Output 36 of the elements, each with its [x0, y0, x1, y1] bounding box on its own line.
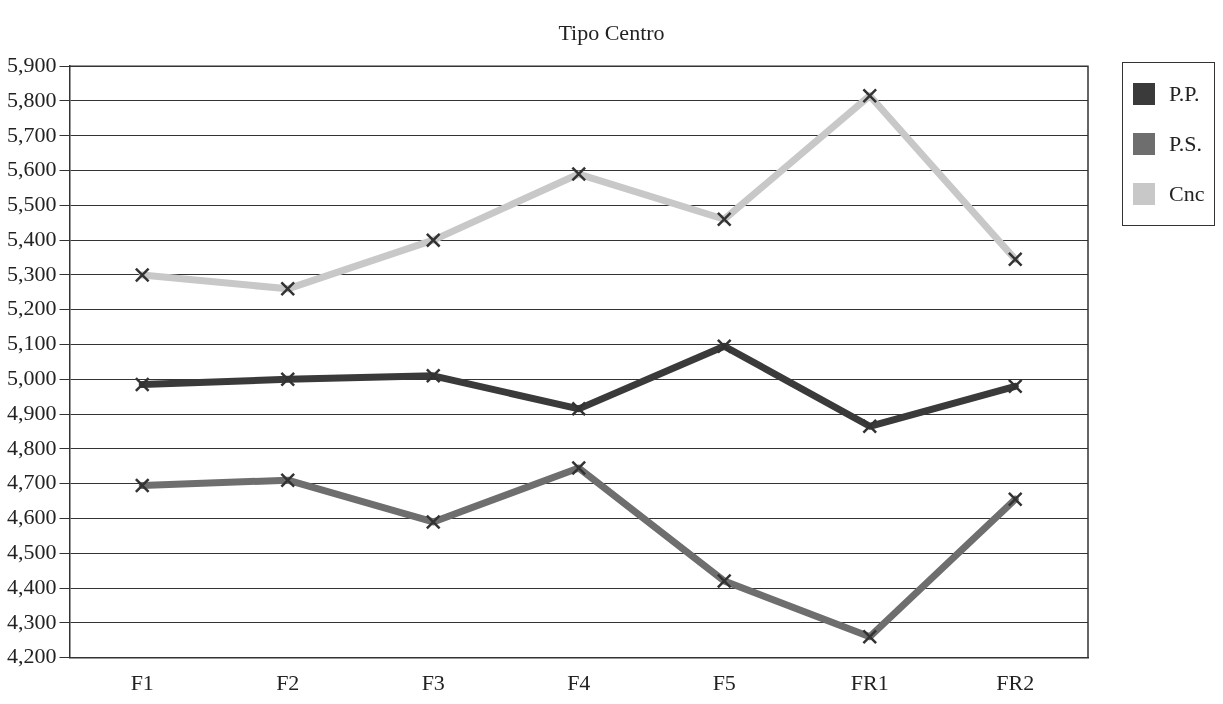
y-tick-label: 5,400: [7, 225, 57, 251]
x-tick-label: F1: [130, 669, 154, 695]
y-tick-label: 5,500: [7, 191, 57, 217]
x-tick-label: F2: [276, 669, 300, 695]
point: [1007, 378, 1023, 394]
y-tick-label: 5,100: [7, 330, 57, 356]
point: [134, 376, 150, 393]
y-tick-label: 4,400: [7, 573, 57, 599]
x-tick-label: F4: [567, 669, 591, 695]
point: [571, 401, 587, 417]
y-tick-label: 5,800: [7, 86, 57, 112]
legend-label: Cnc: [1169, 181, 1205, 207]
chart-title: Tipo Centro: [557, 20, 666, 46]
y-tick-label: 5,600: [7, 156, 57, 182]
y-tick-label: 4,900: [7, 399, 57, 425]
point: [280, 371, 296, 387]
legend-label: P.P.: [1169, 81, 1200, 107]
y-tick-label: 4,200: [7, 643, 57, 669]
x-tick-label: F5: [712, 669, 736, 695]
y-tick-label: 4,700: [7, 469, 57, 495]
x-tick-label: F3: [421, 669, 445, 695]
y-tick-label: 5,000: [7, 365, 57, 391]
y-tick-label: 4,500: [7, 539, 57, 565]
y-tick-label: 4,600: [7, 504, 57, 530]
x-tick-label: FR1: [850, 669, 889, 695]
x-tick-label: FR2: [996, 669, 1035, 695]
y-tick-label: 4,300: [7, 608, 57, 634]
y-tick-label: 5,300: [7, 260, 57, 286]
legend-label: P.S.: [1169, 131, 1203, 157]
point: [862, 418, 878, 434]
point: [425, 368, 441, 384]
y-tick-label: 5,900: [7, 51, 57, 77]
y-tick-label: 4,800: [7, 434, 57, 460]
y-tick-label: 5,700: [7, 121, 57, 147]
y-tick-label: 5,200: [7, 295, 57, 321]
point: [716, 338, 732, 354]
